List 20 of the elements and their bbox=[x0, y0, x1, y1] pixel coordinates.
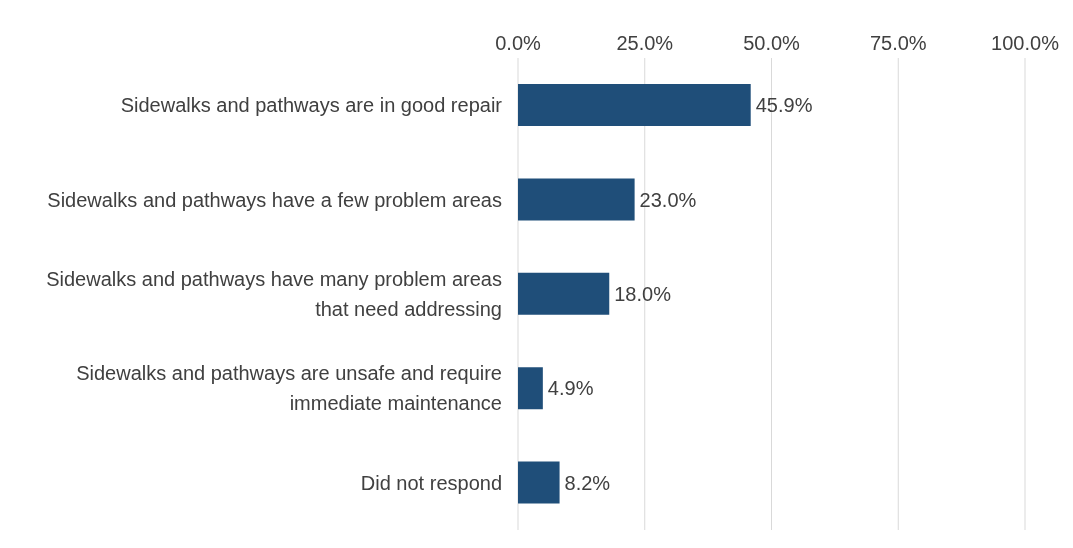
bar bbox=[518, 461, 560, 504]
x-tick-label: 100.0% bbox=[991, 32, 1060, 54]
x-tick-label: 75.0% bbox=[869, 32, 927, 54]
data-label: 4.9% bbox=[547, 377, 594, 400]
data-label: 45.9% bbox=[755, 94, 813, 117]
bar bbox=[518, 272, 610, 315]
bar bbox=[518, 178, 635, 221]
bar bbox=[518, 84, 751, 126]
y-tick-label: Sidewalks and pathways have many problem areas that need addressing bbox=[46, 268, 502, 320]
data-label: 18.0% bbox=[614, 282, 672, 305]
x-tick-label: 0.0% bbox=[495, 32, 542, 54]
y-tick-label: Did not respond bbox=[360, 471, 502, 494]
x-tick-label: 25.0% bbox=[616, 32, 674, 54]
y-tick-label: Sidewalks and pathways have a few problem areas bbox=[47, 188, 502, 211]
y-tick-label: Sidewalks and pathways are in good repair bbox=[120, 94, 503, 117]
data-label: 8.2% bbox=[564, 471, 611, 494]
bar bbox=[518, 367, 543, 410]
data-label: 23.0% bbox=[639, 188, 697, 211]
y-tick-label: Sidewalks and pathways are unsafe and require immediate maintenance bbox=[76, 362, 502, 415]
x-tick-label: 50.0% bbox=[743, 32, 801, 54]
